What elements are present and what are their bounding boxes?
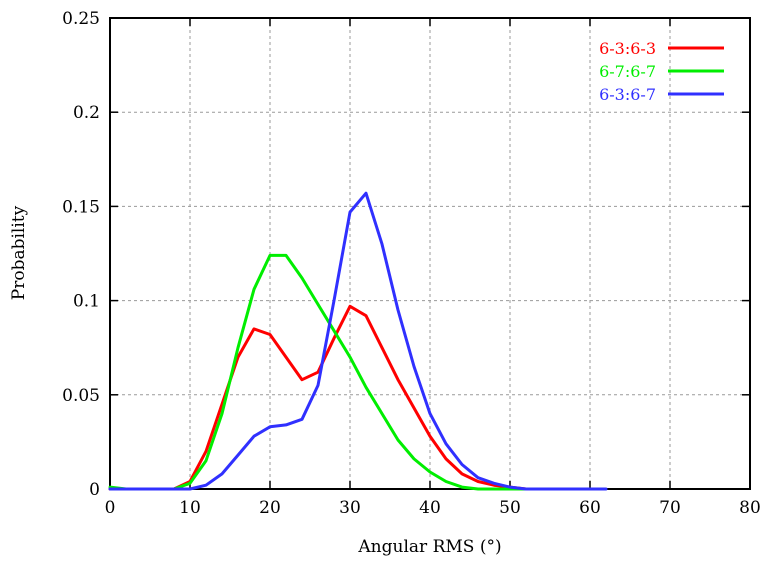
y-tick-label: 0.15 (62, 197, 100, 217)
y-tick-label: 0 (89, 480, 100, 500)
series-line-2 (108, 253, 592, 491)
series-line-3 (108, 191, 608, 491)
x-tick-label: 40 (419, 498, 441, 518)
x-tick-label: 80 (739, 498, 761, 518)
x-tick-label: 50 (499, 498, 521, 518)
x-tick-label: 20 (259, 498, 281, 518)
x-axis-label: Angular RMS (°) (357, 537, 501, 557)
x-tick-label: 70 (659, 498, 681, 518)
x-tick-label: 60 (579, 498, 601, 518)
legend: 6-3:6-3 6-7:6-7 6-3:6-7 (599, 39, 724, 104)
y-tick-label: 0.1 (73, 292, 100, 312)
series-lines (108, 191, 608, 491)
y-tick-label: 0.05 (62, 386, 100, 406)
y-tick-label: 0.2 (73, 103, 100, 123)
x-tick-label: 30 (339, 498, 361, 518)
x-tick-label: 0 (105, 498, 116, 518)
legend-label-1: 6-3:6-3 (599, 39, 656, 58)
y-axis-label: Probability (9, 205, 29, 300)
axis-ticks: 0 10 20 30 40 50 60 70 80 0 0.05 0.1 0.15 0.2 0.25 (62, 9, 761, 518)
y-tick-label: 0.25 (62, 9, 100, 29)
legend-label-2: 6-7:6-7 (599, 62, 656, 81)
x-tick-label: 10 (179, 498, 201, 518)
legend-label-3: 6-3:6-7 (599, 85, 656, 104)
grid-lines (110, 18, 750, 489)
